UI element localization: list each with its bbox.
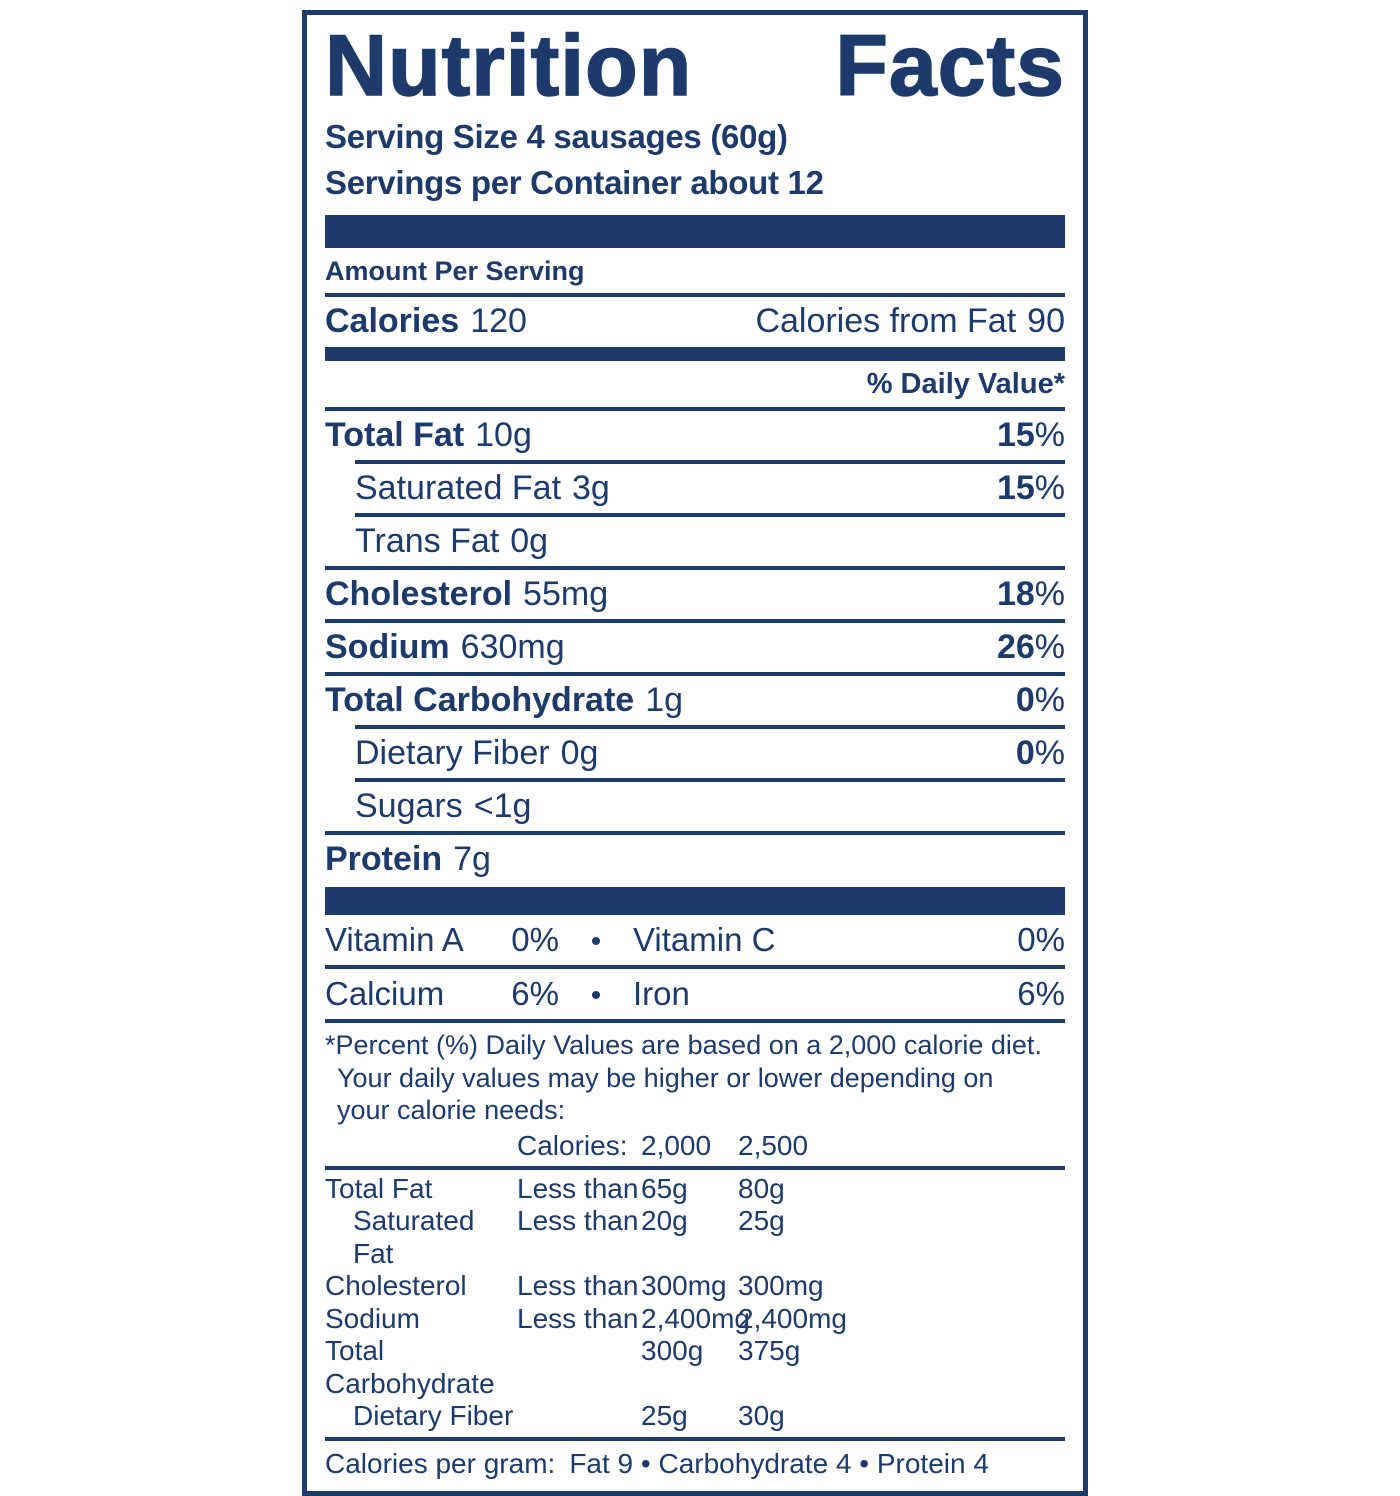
- divider: [355, 725, 1065, 730]
- calories-from-fat-label: Calories from Fat: [755, 302, 1017, 341]
- divider: [355, 513, 1065, 518]
- calories-row: Calories 120 Calories from Fat 90: [325, 297, 1065, 347]
- divider: [325, 831, 1065, 836]
- dv-table-row-sodium: Sodium Less than 2,400mg 2,400mg: [325, 1302, 847, 1334]
- label-title: Nutrition Facts: [324, 18, 1065, 114]
- micronutrient-row-minerals: Calcium 6% • Iron 6%: [325, 975, 1065, 1013]
- micronutrient-row-vitamins: Vitamin A 0% • Vitamin C 0%: [325, 921, 1065, 959]
- calories-value: Calories 120: [325, 302, 527, 341]
- dv-table-header: Calories: 2,000 2,500: [517, 1130, 809, 1162]
- nutrient-row-dietary-fiber: Dietary Fiber 0g 0%: [355, 734, 1065, 773]
- nutrition-facts-label: Nutrition Facts Serving Size 4 sausages …: [302, 10, 1088, 1496]
- serving-size-text: Serving Size 4 sausages (60g): [325, 117, 788, 155]
- daily-values-table: Calories: 2,000 2,500 Total Fat Less tha…: [325, 1126, 1065, 1436]
- divider: [325, 1019, 1065, 1024]
- nutrient-row-trans-fat: Trans Fat 0g: [355, 522, 549, 561]
- calories-from-fat: Calories from Fat 90: [755, 302, 1065, 341]
- daily-value-percent: 15%: [996, 469, 1065, 508]
- nutrient-row-saturated-fat: Saturated Fat 3g 15%: [355, 469, 1065, 508]
- title-word-facts: Facts: [835, 18, 1065, 114]
- calories-label: Calories: [325, 302, 460, 341]
- daily-value-percent: 26%: [996, 628, 1065, 667]
- divider: [325, 672, 1065, 677]
- title-word-nutrition: Nutrition: [324, 18, 693, 114]
- daily-values-footnote: *Percent (%) Daily Values are based on a…: [325, 1023, 1065, 1126]
- divider: [325, 1165, 1065, 1170]
- amount-per-serving-heading: Amount Per Serving: [325, 256, 585, 287]
- dv-table-row-total-carbohydrate: Total Carbohydrate 300g 375g: [325, 1335, 801, 1399]
- footnote-line: Your daily values may be higher or lower…: [337, 1062, 994, 1093]
- nutrient-row-total-fat: Total Fat 10g 15%: [325, 416, 1065, 455]
- footnote-line: *Percent (%) Daily Values are based on a…: [325, 1030, 1042, 1061]
- servings-per-container-text: Servings per Container about 12: [325, 163, 824, 201]
- bullet-icon: •: [590, 979, 602, 1013]
- nutrient-row-cholesterol: Cholesterol 55mg 18%: [325, 575, 1065, 614]
- divider: [355, 778, 1065, 783]
- daily-value-percent: 0%: [1015, 681, 1065, 720]
- divider: [325, 619, 1065, 624]
- calories-per-gram-row: Calories per gram: Fat 9 • Carbohydrate …: [325, 1441, 1065, 1483]
- divider: [325, 293, 1065, 298]
- calories-per-gram-values: Fat 9 • Carbohydrate 4 • Protein 4: [569, 1447, 989, 1479]
- daily-value-percent: 18%: [996, 575, 1065, 614]
- daily-value-header: % Daily Value*: [866, 368, 1065, 401]
- divider: [355, 460, 1065, 465]
- dv-table-row-total-fat: Total Fat Less than 65g 80g: [325, 1172, 785, 1204]
- divider: [325, 407, 1065, 412]
- divider-bar-top: [325, 215, 1065, 249]
- nutrient-row-total-carbohydrate: Total Carbohydrate 1g 0%: [325, 681, 1065, 720]
- divider: [325, 566, 1065, 571]
- daily-value-percent: 0%: [1015, 734, 1065, 773]
- nutrient-row-protein: Protein 7g: [325, 840, 491, 879]
- dv-table-row-saturated-fat: Saturated Fat Less than 20g 25g: [353, 1205, 785, 1269]
- daily-value-percent: 15%: [996, 416, 1065, 455]
- nutrient-row-sodium: Sodium 630mg 26%: [325, 628, 1065, 667]
- bullet-icon: •: [590, 925, 602, 959]
- nutrient-row-sugars: Sugars <1g: [355, 787, 532, 826]
- calories-amount: 120: [470, 302, 527, 341]
- dv-table-body: Total Fat Less than 65g 80g Saturated Fa…: [325, 1170, 1065, 1437]
- calories-per-gram-label: Calories per gram:: [325, 1447, 556, 1479]
- page-background: Nutrition Facts Serving Size 4 sausages …: [302, 10, 1088, 1496]
- dv-table-row-dietary-fiber: Dietary Fiber 25g 30g: [353, 1400, 785, 1432]
- divider-bar-calories: [325, 347, 1065, 362]
- calories-from-fat-amount: 90: [1027, 302, 1065, 341]
- divider: [325, 965, 1065, 970]
- dv-table-row-cholesterol: Cholesterol Less than 300mg 300mg: [325, 1270, 824, 1302]
- footnote-line: your calorie needs:: [337, 1095, 566, 1125]
- divider-bar-protein: [325, 887, 1065, 916]
